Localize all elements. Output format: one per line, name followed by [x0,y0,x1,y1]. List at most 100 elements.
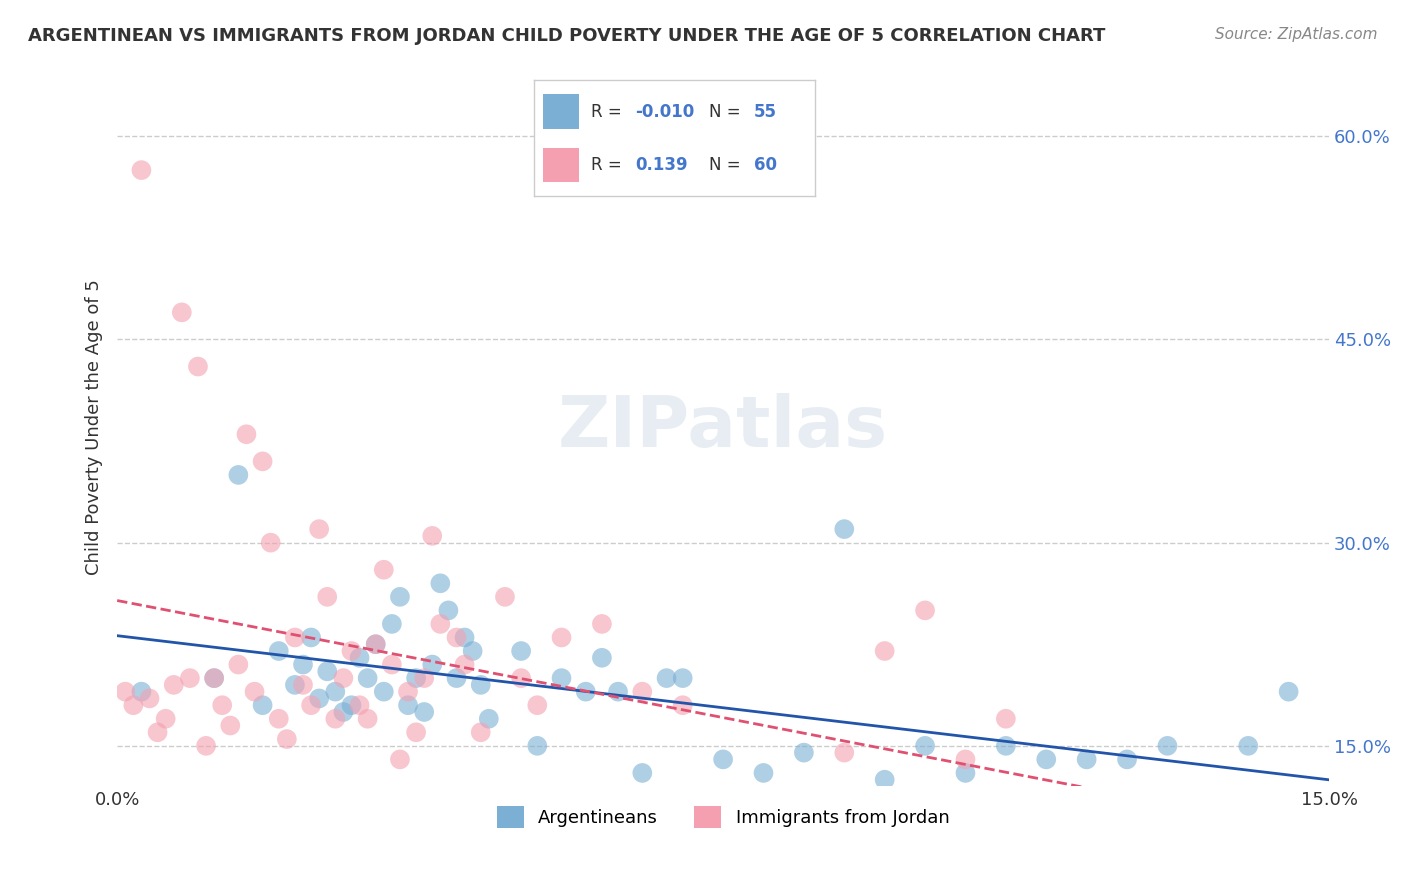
Point [446,631,468,645]
Text: 60: 60 [754,156,776,174]
Point [252,698,274,713]
Point [453,631,475,645]
Point [470,725,492,739]
Point [219,718,242,732]
Point [461,644,484,658]
Point [955,752,977,766]
Point [446,671,468,685]
Point [832,746,855,760]
Point [260,535,283,549]
Point [832,522,855,536]
Point [470,678,492,692]
Point [591,650,613,665]
Text: 55: 55 [754,103,776,120]
Point [388,752,411,766]
Point [308,522,330,536]
Point [388,590,411,604]
Point [873,772,896,787]
Point [284,678,307,692]
Point [510,644,533,658]
Point [381,657,404,672]
Point [323,712,346,726]
Point [793,793,815,807]
Point [373,684,395,698]
Point [267,644,290,658]
Point [396,684,419,698]
Point [550,671,572,685]
Point [202,671,225,685]
Point [413,705,436,719]
Point [711,814,734,828]
Point [252,454,274,468]
Point [711,752,734,766]
Point [316,665,339,679]
Text: Source: ZipAtlas.com: Source: ZipAtlas.com [1215,27,1378,42]
Point [429,576,451,591]
Point [292,657,315,672]
Point [299,631,322,645]
Point [1035,752,1057,766]
Point [195,739,218,753]
Point [114,684,136,698]
Point [955,766,977,780]
Point [510,671,533,685]
Point [631,766,654,780]
Point [994,712,1017,726]
Point [228,657,250,672]
Point [356,671,378,685]
Point [526,698,548,713]
FancyBboxPatch shape [543,95,579,129]
Point [235,427,257,442]
Point [163,678,186,692]
Text: ARGENTINEAN VS IMMIGRANTS FROM JORDAN CHILD POVERTY UNDER THE AGE OF 5 CORRELATI: ARGENTINEAN VS IMMIGRANTS FROM JORDAN CH… [28,27,1105,45]
Point [420,529,443,543]
Point [340,698,363,713]
Point [478,712,501,726]
Text: ZIPatlas: ZIPatlas [558,393,889,462]
Point [420,657,443,672]
Text: N =: N = [709,103,745,120]
Point [155,712,177,726]
Point [1116,752,1139,766]
Point [373,563,395,577]
Point [308,691,330,706]
Point [396,698,419,713]
Point [405,671,427,685]
Point [575,684,598,698]
Text: N =: N = [709,156,745,174]
Point [316,590,339,604]
Point [437,603,460,617]
Point [1156,874,1178,888]
Y-axis label: Child Poverty Under the Age of 5: Child Poverty Under the Age of 5 [86,279,103,575]
Text: -0.010: -0.010 [636,103,695,120]
Point [228,467,250,482]
Point [179,671,201,685]
Point [202,671,225,685]
Point [1076,752,1098,766]
Point [340,644,363,658]
Text: R =: R = [591,156,627,174]
Point [1076,806,1098,821]
Point [672,671,695,685]
Point [494,590,516,604]
Point [243,684,266,698]
Point [914,739,936,753]
Point [356,712,378,726]
Point [138,691,160,706]
Point [914,603,936,617]
Point [364,637,387,651]
Point [284,631,307,645]
Point [631,684,654,698]
Legend: Argentineans, Immigrants from Jordan: Argentineans, Immigrants from Jordan [489,798,956,835]
Point [267,712,290,726]
Point [299,698,322,713]
Point [1156,739,1178,753]
Point [607,684,630,698]
Text: 0.139: 0.139 [636,156,688,174]
Point [413,671,436,685]
Point [381,616,404,631]
Point [1237,739,1260,753]
Point [591,616,613,631]
Point [453,657,475,672]
Point [187,359,209,374]
